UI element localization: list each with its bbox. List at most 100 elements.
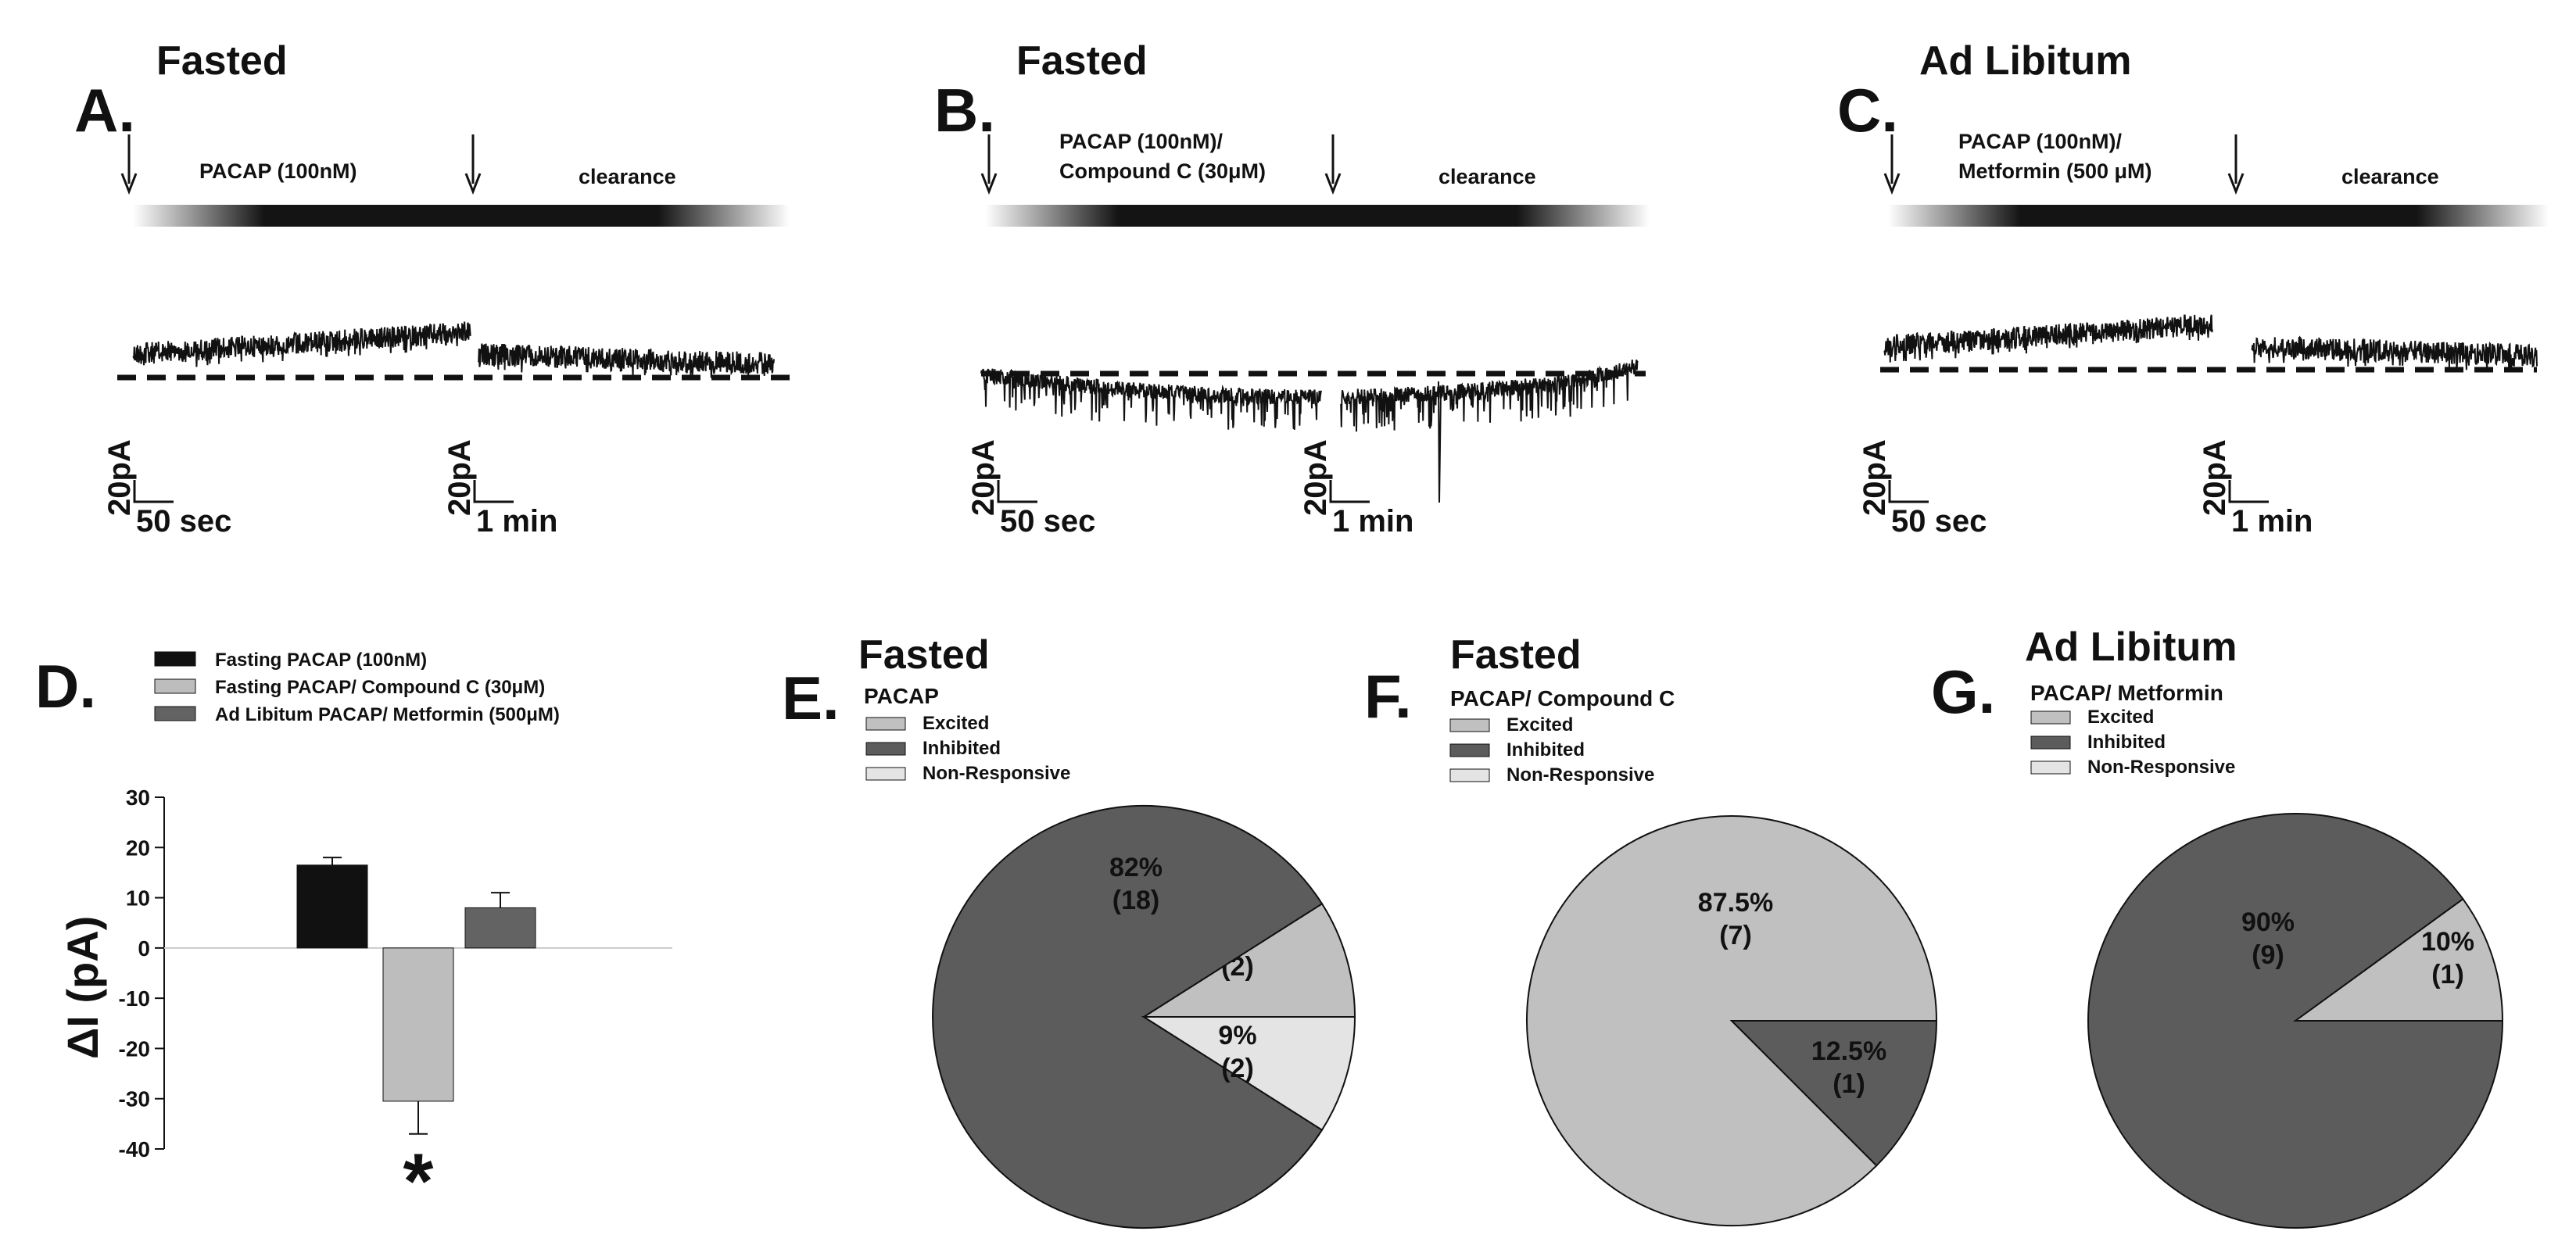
arrow-head-icon — [1324, 173, 1342, 195]
panel-e-pie: E. Fasted PACAP Excited Inhibited Non-Respons… — [782, 632, 1356, 1229]
scale-x-label: 1 min — [2231, 504, 2313, 539]
legend-entry: Fasting PACAP/ Compound C (30μM) — [215, 677, 545, 698]
scale-y-label: 20pA — [2198, 439, 2232, 516]
legend-entry: Inhibited — [923, 738, 1001, 759]
y-tick-label: 10 — [126, 886, 150, 911]
panel-letter: B. — [934, 76, 995, 145]
scale-x-label: 50 sec — [1000, 504, 1095, 539]
scale-bar — [133, 480, 174, 503]
legend-entry: Excited — [1507, 714, 1573, 735]
panel-letter: C. — [1837, 76, 1898, 145]
y-tick-label: -40 — [119, 1137, 150, 1161]
drug-label: Compound C (30μM) — [1059, 159, 1266, 183]
panel-title: Fasted — [156, 38, 288, 84]
scale-y-label: 20pA — [966, 439, 1001, 516]
legend-swatch — [1449, 718, 1490, 732]
panel-title: Fasted — [858, 632, 990, 678]
legend-entry: Excited — [923, 713, 989, 734]
slice-percent-label: 82% — [1109, 853, 1163, 882]
panel-title: Fasted — [1450, 632, 1582, 678]
legend-swatch — [154, 706, 196, 721]
scale-y-label: 20pA — [1858, 439, 1892, 516]
y-axis-label: ΔI (pA) — [58, 916, 107, 1059]
pie-slice-inhibited — [1729, 1020, 1938, 1167]
panel-letter: E. — [782, 664, 840, 732]
slice-count-label: (1) — [2431, 960, 2464, 990]
y-tick-label: -20 — [119, 1036, 150, 1061]
legend-swatch — [2030, 710, 2071, 725]
legend-swatch — [2030, 735, 2071, 750]
panel-letter: G. — [1931, 657, 1995, 726]
panel-subtitle: PACAP — [864, 684, 939, 708]
legend-entry: Non-Responsive — [1507, 764, 1654, 786]
legend-swatch — [1449, 768, 1490, 782]
panel-letter: D. — [35, 652, 96, 721]
slice-count-label: (18) — [1112, 886, 1159, 915]
arrow-head-icon — [1883, 173, 1901, 195]
current-trace — [1883, 314, 2538, 371]
panel-b: B. Fasted PACAP (100nM)/ Compound C (30μM) c… — [934, 38, 1650, 539]
scale-bar — [473, 480, 514, 503]
slice-count-label: (9) — [2252, 940, 2284, 970]
slice-percent-label: 10% — [2421, 927, 2474, 957]
legend-swatch — [2030, 760, 2071, 775]
panel-subtitle: PACAP/ Metformin — [2030, 681, 2223, 705]
scale-x-label: 1 min — [1332, 504, 1413, 539]
panel-title: Ad Libitum — [2025, 624, 2237, 670]
drug-application-bar — [1888, 205, 2549, 227]
scale-x-label: 50 sec — [136, 504, 231, 539]
panel-title: Fasted — [1016, 38, 1148, 84]
scale-x-label: 50 sec — [1891, 504, 1987, 539]
drug-application-bar — [133, 205, 790, 227]
drug-label: PACAP (100nM) — [199, 159, 357, 183]
y-tick-label: 20 — [126, 836, 150, 860]
legend-swatch — [154, 678, 196, 694]
scale-y-label: 20pA — [1299, 439, 1333, 516]
y-tick-label: -30 — [119, 1087, 150, 1111]
panel-title: Ad Libitum — [1919, 38, 2132, 84]
scale-x-label: 1 min — [476, 504, 557, 539]
slice-percent-label: 9% — [1218, 1021, 1256, 1050]
panel-f-pie: F. Fasted PACAP/ Compound C Excited Inhibite… — [1364, 632, 1938, 1227]
pie-slice-inhibited — [932, 805, 1324, 1229]
pie-slice-inhibited — [2087, 813, 2504, 1229]
slice-percent-label: 12.5% — [1811, 1036, 1886, 1066]
slice-count-label: (7) — [1719, 921, 1752, 950]
arrow-head-icon — [464, 173, 482, 195]
legend-swatch — [865, 742, 906, 756]
significance-marker: * — [403, 1138, 434, 1226]
drug-application-bar — [985, 205, 1650, 227]
legend-entry: Non-Responsive — [923, 763, 1070, 784]
bar-3 — [464, 907, 536, 949]
drug-label: Metformin (500 μM) — [1958, 159, 2152, 183]
pie-slice-excited — [1141, 902, 1356, 1018]
panel-letter: F. — [1364, 662, 1412, 731]
scale-bar — [1888, 480, 1929, 503]
arrow-head-icon — [120, 173, 138, 195]
clearance-label: clearance — [2341, 165, 2439, 188]
y-tick-label: 30 — [126, 786, 150, 810]
legend-swatch — [865, 767, 906, 781]
arrow-head-icon — [2227, 173, 2245, 195]
scale-y-label: 20pA — [442, 439, 477, 516]
legend-entry: Ad Libitum PACAP/ Metformin (500μM) — [215, 704, 560, 725]
current-trace — [132, 321, 775, 378]
slice-count-label: (1) — [1833, 1069, 1865, 1099]
panel-d-bar-chart: D. Fasting PACAP (100nM) Fasting PACAP/ Co… — [35, 650, 672, 1226]
clearance-label: clearance — [579, 165, 676, 188]
y-tick-label: -10 — [119, 986, 150, 1011]
legend-entry: Fasting PACAP (100nM) — [215, 650, 427, 671]
legend-entry: Inhibited — [2087, 732, 2166, 753]
pie-panels: E. Fasted PACAP Excited Inhibited Non-Respons… — [782, 624, 2504, 1229]
legend-entry: Excited — [2087, 707, 2154, 728]
slice-percent-label: 87.5% — [1698, 888, 1773, 918]
panel-c: C. Ad Libitum PACAP (100nM)/ Metformin (500… — [1837, 38, 2549, 539]
clearance-label: clearance — [1438, 165, 1536, 188]
panel-subtitle: PACAP/ Compound C — [1450, 686, 1675, 710]
scale-bar — [2228, 480, 2269, 503]
y-tick-label: 0 — [138, 936, 150, 961]
